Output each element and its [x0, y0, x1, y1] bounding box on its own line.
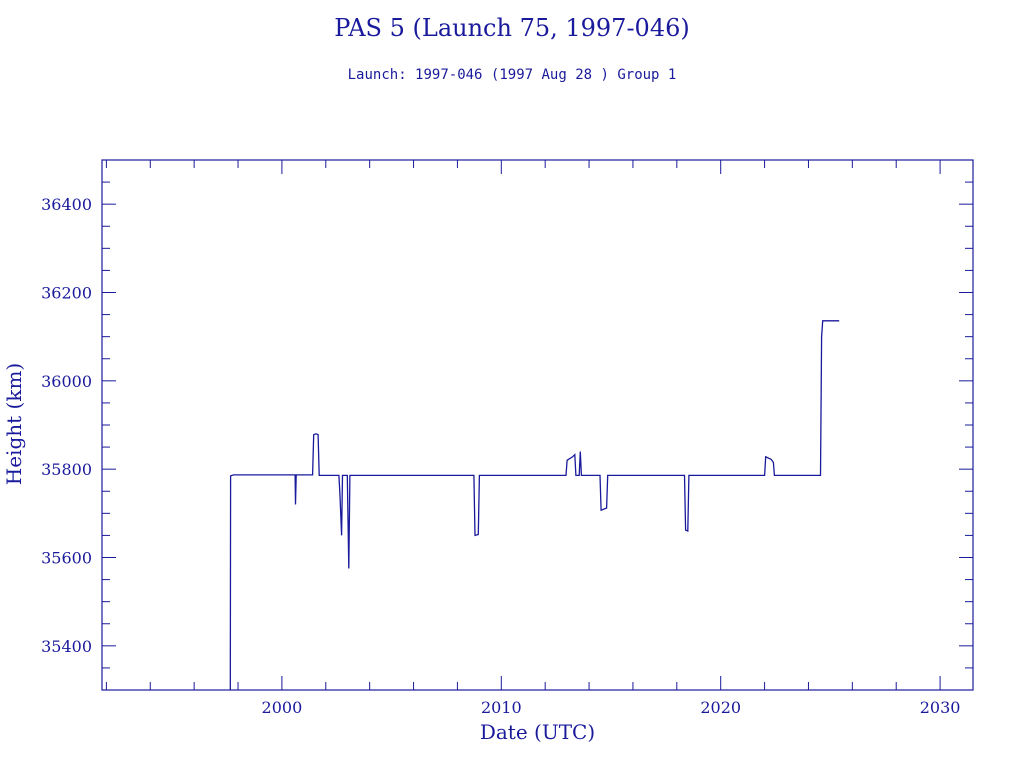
- x-axis-label: Date (UTC): [480, 720, 595, 744]
- chart-subtitle: Launch: 1997-046 (1997 Aug 28 ) Group 1: [347, 67, 677, 83]
- x-tick-label: 2010: [481, 698, 522, 717]
- series-line: [229, 320, 840, 691]
- y-tick-label: 36000: [41, 372, 92, 391]
- y-tick-label: 35600: [41, 549, 92, 568]
- x-tick-label: 2000: [262, 698, 303, 717]
- x-tick-label: 2020: [700, 698, 741, 717]
- plot-frame: [101, 159, 974, 691]
- y-tick-label: 35400: [41, 637, 92, 656]
- ticks-group: [102, 159, 973, 691]
- y-axis-label: Height (km): [2, 363, 26, 485]
- y-tick-label: 36200: [41, 284, 92, 303]
- chart-title: PAS 5 (Launch 75, 1997-046): [334, 14, 690, 42]
- y-tick-label: 36400: [41, 195, 92, 214]
- x-tick-label: 2030: [920, 698, 961, 717]
- y-tick-label: 35800: [41, 460, 92, 479]
- tick-labels-group: 2000 2010 2020 2030 35400 35600 35800 36000 3620…: [41, 195, 960, 717]
